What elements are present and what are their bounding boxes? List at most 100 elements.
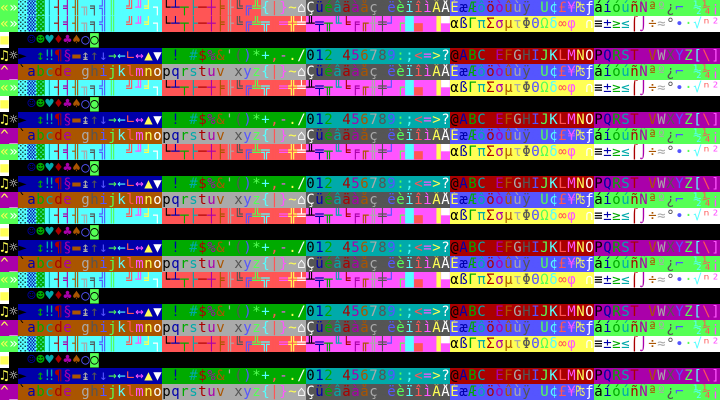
char-cell: ┤ [54,208,63,224]
char-cells: ▓ [36,16,45,32]
char-cell: É [450,320,459,336]
char-cells: ? [441,368,450,384]
char-cells: § [63,304,72,320]
char-cell: A [459,48,468,64]
char-cell: Ü [540,128,549,144]
char-cell: é [324,0,333,16]
char-cells: ½ [693,64,702,80]
char-cell: Ü [540,384,549,400]
char-cell: § [63,48,72,64]
char-cells: ▼ [153,48,162,64]
char-cell: ⌐ [675,384,684,400]
char-cells: à [351,256,360,272]
char-cells: ↓ [99,112,108,128]
char-cells: δ [549,336,558,352]
char-cells: Ñ [639,320,648,336]
char-cells: > [432,176,441,192]
char-cells: ─ [198,144,207,160]
char-cell: ¿ [666,0,675,16]
char-cell: » [9,208,18,224]
char-cell: ç [369,192,378,208]
char-cell: ╗ [117,208,126,224]
char-cells: ╙ [333,16,342,32]
char-cell: ╬ [288,144,297,160]
char-cell: τ [513,80,522,96]
char-cells: ( [234,176,243,192]
char-cell: σ [495,336,504,352]
char-cells: | [270,320,279,336]
char-cell: . [288,240,297,256]
char-cell: ¢ [549,384,558,400]
char-cells: ╖ [81,144,90,160]
char-cells: " [180,240,189,256]
char-cell: s [189,384,198,400]
char-cells: - [279,240,288,256]
char-cell: N [576,112,585,128]
char-cell: ⁿ [702,208,711,224]
char-cell: ╘ [342,16,351,32]
char-cells: ù [513,256,522,272]
char-cell: $ [198,48,207,64]
char-cells: █ [405,272,414,288]
char-cell: ` [18,192,27,208]
blank-cells [99,96,720,112]
char-cells: σ [495,16,504,32]
char-cell: ' [225,368,234,384]
char-cell: φ [567,336,576,352]
char-cell: c [45,64,54,80]
char-cell: δ [549,144,558,160]
char-cells: G [513,368,522,384]
char-cells: h [90,384,99,400]
char-cells: τ [513,80,522,96]
char-cell: ¬ [684,128,693,144]
char-cells: ñ [630,192,639,208]
char-cell: ú [621,128,630,144]
char-cells: ‼ [45,368,54,384]
char-cell: g [81,192,90,208]
char-cells: ↔ [135,368,144,384]
char-cells: ◄ [27,240,36,256]
char-cell: [ [693,368,702,384]
char-cell: 9 [387,368,396,384]
char-cells: 0 [306,112,315,128]
char-cell: l [126,384,135,400]
char-cell: £ [558,64,567,80]
char-cell: ╛ [144,272,153,288]
char-cells: W [657,368,666,384]
char-cells: ° [666,80,675,96]
char-cell: B [468,240,477,256]
char-cell: î [414,64,423,80]
char-cell: î [414,0,423,16]
char-cell: l [126,64,135,80]
char-cell: ` [18,256,27,272]
char-cell: ╫ [369,144,378,160]
char-cells: ♦ [54,96,63,112]
char-cell: ¬ [684,320,693,336]
char-cell: ╩ [252,336,261,352]
char-cell: x [234,64,243,80]
char-cells: É [450,64,459,80]
char-cells: E [495,112,504,128]
char-cells: û [504,64,513,80]
char-cell: ÿ [522,384,531,400]
char-cell: ┐ [153,80,162,96]
char-cells: c [45,384,54,400]
char-cells: ┼ [207,16,216,32]
char-cells: ∟ [126,368,135,384]
char-cell: ▐ [432,16,441,32]
char-cells: ∩ [585,208,594,224]
char-cells: b [36,192,45,208]
char-cell: Ö [531,0,540,16]
char-cell: æ [459,64,468,80]
char-cell: U [639,304,648,320]
char-cells: ╙ [333,272,342,288]
char-cell: ≈ [657,272,666,288]
blank-cells [99,32,720,48]
char-cells: f [72,256,81,272]
char-cell: ñ [630,128,639,144]
char-cell: å [360,0,369,16]
char-cell: I [531,112,540,128]
char-cell: < [414,368,423,384]
char-cell: α [450,80,459,96]
char-cell: R [612,48,621,64]
